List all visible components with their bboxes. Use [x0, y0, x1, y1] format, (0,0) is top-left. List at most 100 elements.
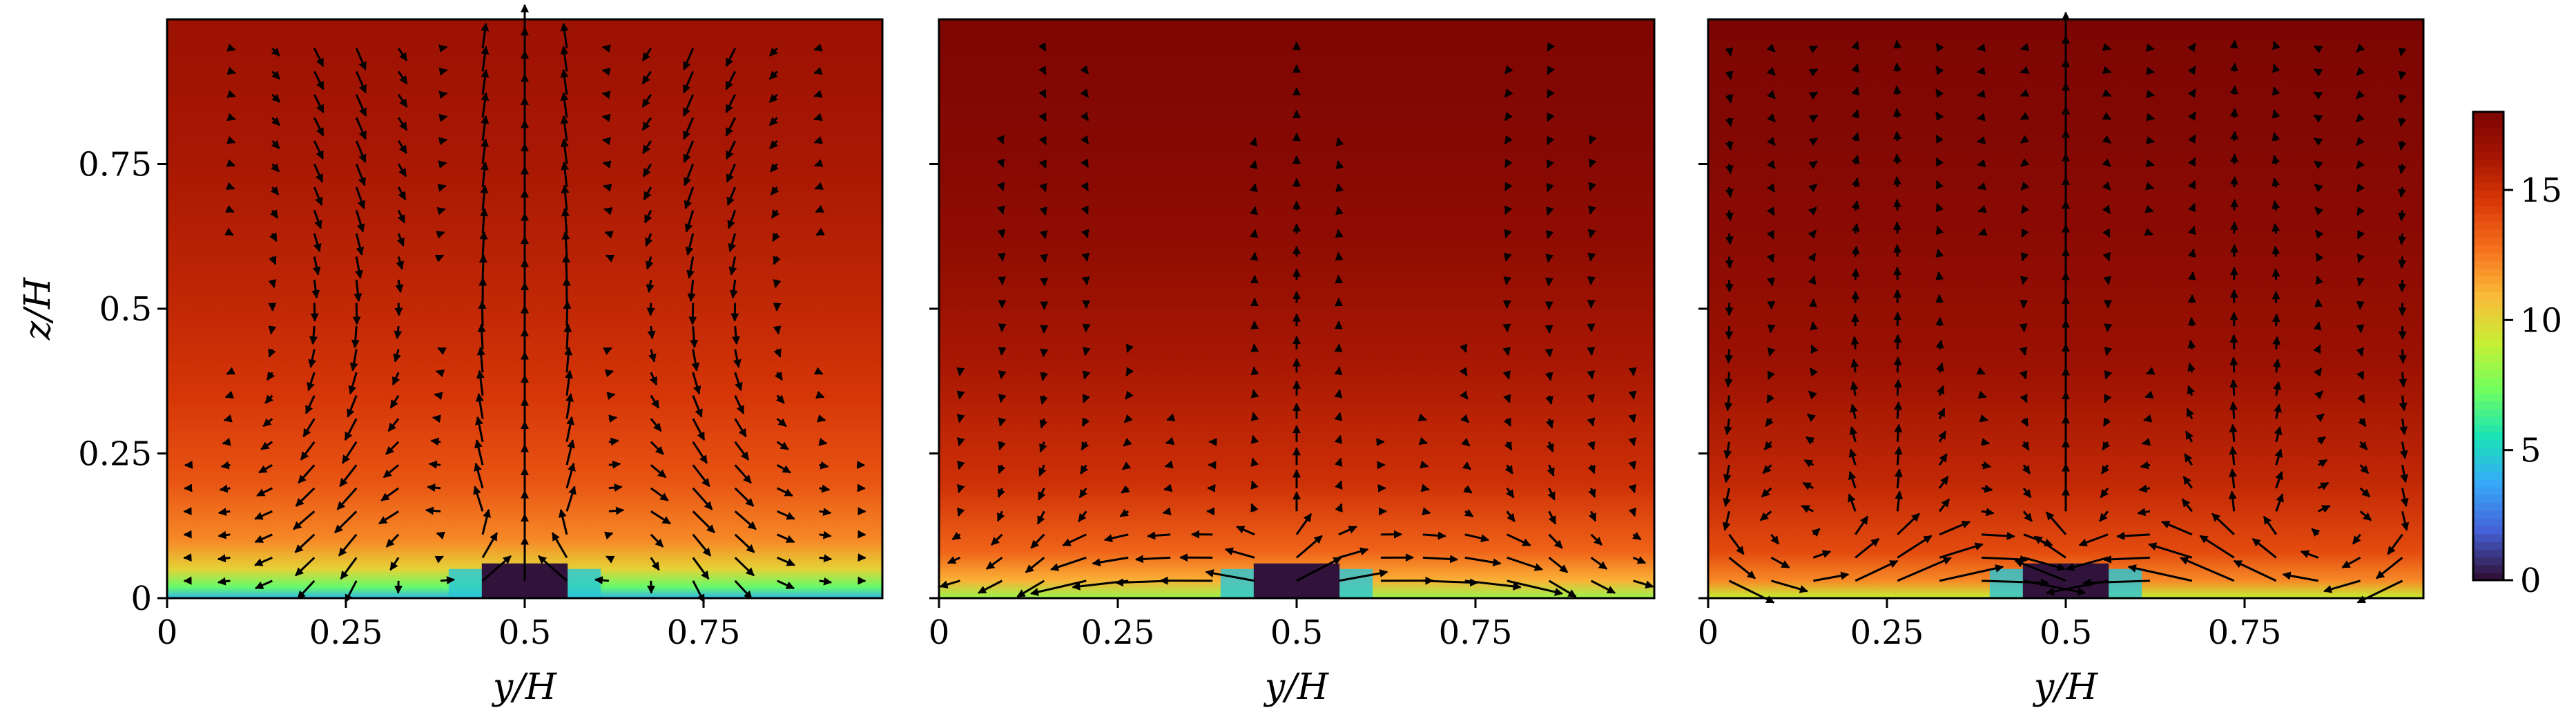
- velocity-arrow: [2356, 136, 2365, 146]
- velocity-arrow: [2300, 550, 2319, 559]
- velocity-arrow: [1808, 390, 1817, 400]
- velocity-arrow: [1588, 510, 1597, 522]
- velocity-arrow: [563, 300, 572, 327]
- colorbar-segment: [2473, 510, 2504, 519]
- velocity-arrow: [1766, 253, 1775, 263]
- velocity-arrow: [2127, 564, 2193, 582]
- velocity-arrow: [1119, 508, 1130, 517]
- velocity-arrow: [224, 227, 234, 236]
- velocity-arrow: [1464, 579, 1522, 591]
- velocity-arrow: [396, 233, 405, 247]
- velocity-arrow: [2399, 441, 2408, 459]
- velocity-arrow: [956, 414, 965, 423]
- velocity-arrow: [1935, 316, 1944, 327]
- velocity-arrow: [1723, 464, 1732, 483]
- colorbar-segment: [2473, 198, 2504, 207]
- velocity-arrow: [2398, 70, 2407, 80]
- velocity-arrow: [684, 163, 695, 186]
- colorbar-segment: [2473, 385, 2504, 394]
- velocity-arrow: [1417, 413, 1427, 422]
- velocity-arrow: [2022, 464, 2031, 475]
- velocity-arrow: [2398, 256, 2407, 269]
- colorbar-segment: [2473, 174, 2504, 183]
- velocity-arrow: [1335, 229, 1344, 238]
- velocity-arrow: [996, 510, 1005, 522]
- velocity-arrow: [650, 394, 660, 409]
- velocity-arrow: [1205, 569, 1255, 582]
- velocity-arrow: [2022, 487, 2032, 499]
- colorbar-tick-label: 15: [2520, 171, 2562, 210]
- velocity-arrow: [2317, 459, 2328, 468]
- velocity-arrow: [219, 484, 231, 493]
- velocity-arrow: [951, 532, 961, 541]
- velocity-arrow: [1935, 226, 1944, 236]
- velocity-arrow: [813, 90, 823, 98]
- velocity-arrow: [1459, 367, 1468, 376]
- velocity-arrow: [1504, 135, 1513, 145]
- velocity-arrow: [1422, 507, 1431, 516]
- velocity-arrow: [1545, 418, 1554, 429]
- velocity-arrow: [1250, 434, 1259, 444]
- velocity-arrow: [437, 347, 447, 355]
- velocity-arrow: [947, 556, 961, 564]
- velocity-arrow: [997, 252, 1006, 262]
- velocity-arrow: [347, 395, 358, 418]
- velocity-arrow: [2398, 164, 2407, 174]
- velocity-arrow: [2313, 91, 2323, 100]
- velocity-arrow: [768, 117, 778, 126]
- velocity-arrow: [300, 441, 316, 461]
- velocity-arrow: [602, 160, 612, 169]
- velocity-arrow: [2078, 533, 2109, 547]
- velocity-arrow: [2272, 200, 2280, 211]
- x-tick-label: 0: [1698, 613, 1719, 652]
- velocity-arrow: [2104, 346, 2113, 356]
- velocity-arrow: [565, 486, 577, 512]
- colorbar-segment: [2473, 112, 2504, 121]
- velocity-arrow: [1038, 135, 1047, 146]
- velocity-arrow: [1766, 230, 1775, 240]
- velocity-arrow: [2311, 528, 2321, 537]
- velocity-arrow: [1810, 344, 1819, 354]
- velocity-arrow: [2145, 44, 2155, 52]
- velocity-arrow: [1978, 227, 1988, 236]
- velocity-arrow: [564, 347, 573, 373]
- velocity-arrow: [1801, 504, 1814, 513]
- velocity-arrow: [1464, 533, 1490, 543]
- velocity-arrow: [683, 117, 695, 140]
- velocity-arrow: [226, 367, 236, 375]
- panel-1: y/H z/H 0 0.25 0.5 0.75 0 0.25 0.5 0.75: [17, 3, 884, 708]
- velocity-arrow: [1038, 42, 1047, 52]
- velocity-arrow: [1935, 66, 1944, 75]
- velocity-arrow: [1725, 280, 1734, 293]
- velocity-arrow: [271, 70, 281, 80]
- velocity-arrow: [2229, 468, 2238, 488]
- velocity-arrow: [1548, 533, 1563, 549]
- velocity-arrow: [692, 487, 713, 510]
- colorbar-segment: [2473, 330, 2504, 339]
- velocity-arrow: [2273, 381, 2282, 396]
- velocity-arrow: [2315, 276, 2324, 285]
- velocity-arrow: [1976, 367, 1986, 375]
- velocity-arrow: [1767, 113, 1776, 123]
- velocity-arrow: [2272, 314, 2280, 327]
- velocity-arrow: [2019, 370, 2028, 380]
- colorbar-frame: [2472, 111, 2505, 582]
- velocity-arrow: [1979, 414, 1988, 423]
- velocity-arrow: [1545, 253, 1554, 263]
- velocity-arrow: [1851, 86, 1860, 96]
- velocity-arrow: [2033, 535, 2066, 559]
- velocity-arrow: [2020, 135, 2030, 144]
- colorbar-segment: [2473, 260, 2504, 269]
- velocity-arrow: [1166, 413, 1176, 422]
- velocity-arrow: [1897, 557, 1952, 582]
- velocity-arrow: [1162, 507, 1172, 516]
- velocity-arrow: [2102, 66, 2112, 74]
- velocity-arrow: [769, 140, 779, 149]
- velocity-arrow: [725, 117, 737, 137]
- velocity-arrow: [355, 48, 367, 70]
- velocity-arrow: [2100, 464, 2110, 475]
- velocity-arrow: [956, 483, 965, 494]
- velocity-arrow: [382, 464, 400, 479]
- velocity-arrow: [2045, 511, 2067, 535]
- velocity-arrow: [2020, 112, 2030, 121]
